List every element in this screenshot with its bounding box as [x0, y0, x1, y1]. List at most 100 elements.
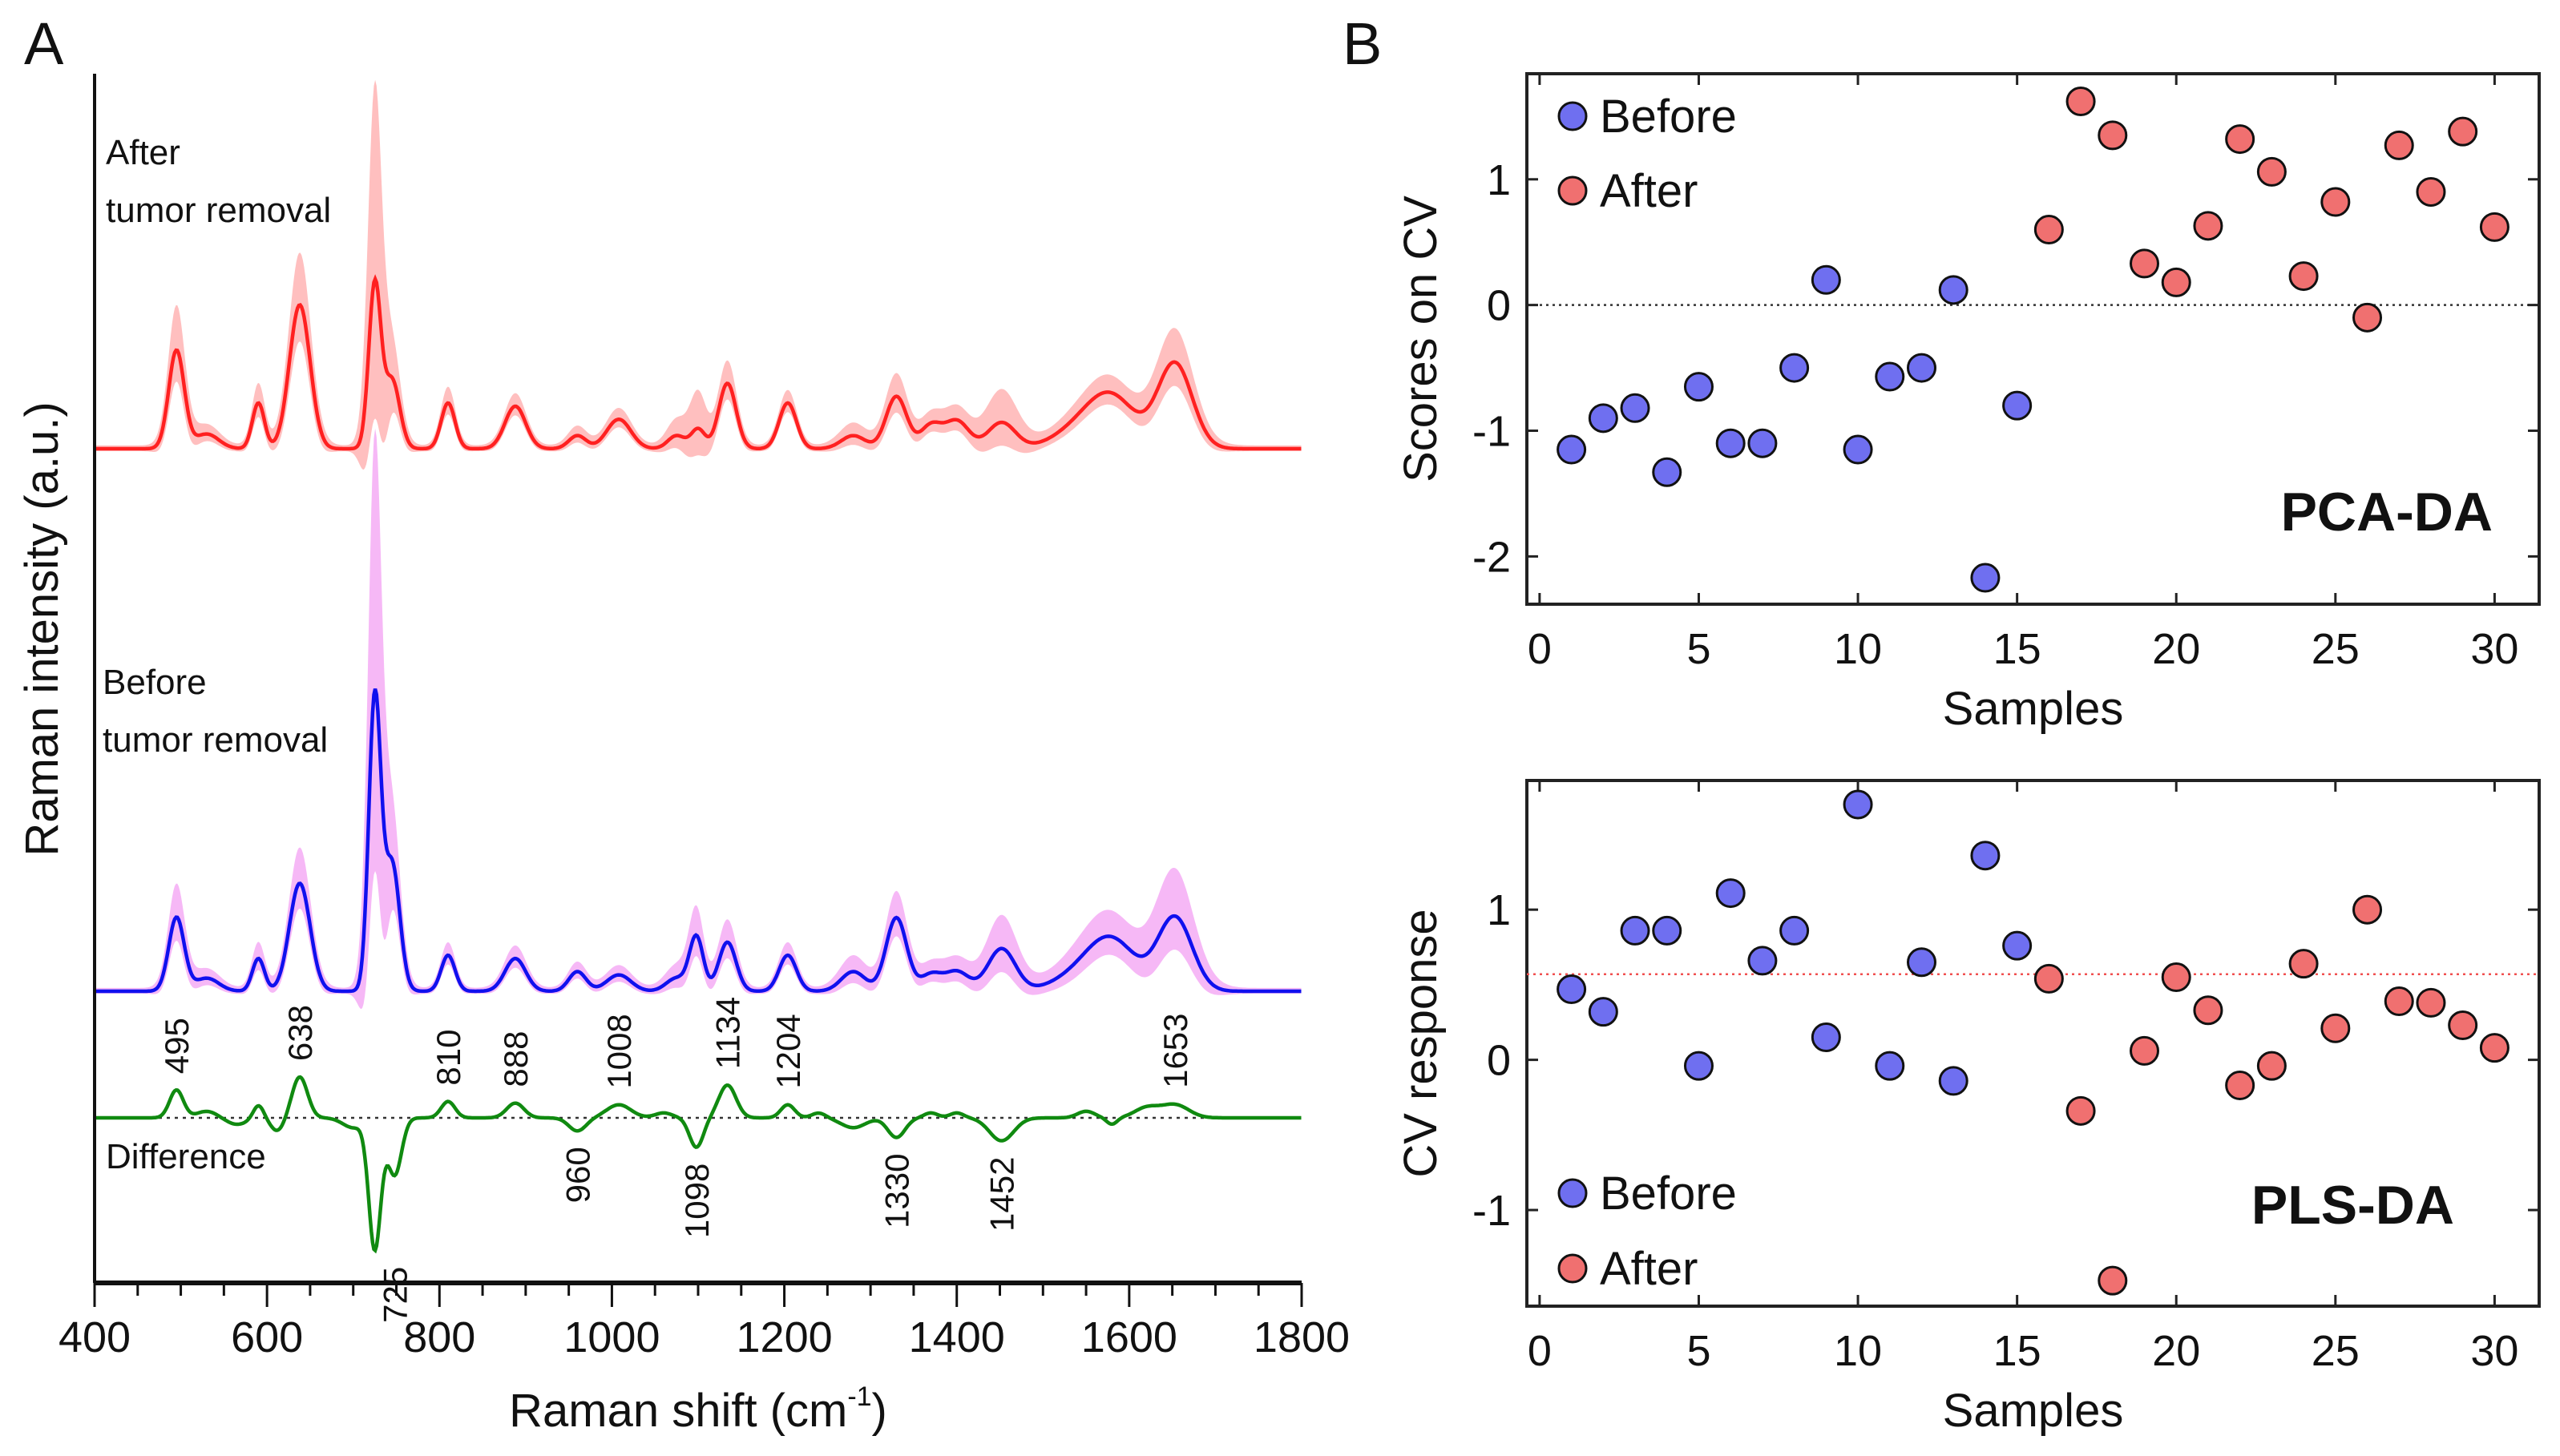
point-before-15 — [2002, 390, 2033, 421]
y-axis-title: Raman intensity (a.u.) — [16, 401, 68, 856]
point-before-13 — [1938, 1066, 1968, 1096]
x-tick-label: 15 — [1993, 1327, 2041, 1375]
x-axis-title-close: ) — [872, 1385, 887, 1437]
spectrum-line-before-tumor-removal — [95, 688, 1302, 994]
pca-da-plot: 0 5 10 15 20 25 30 -2 -1 0 1 Before After PCA-DA Sampl… — [1395, 72, 2541, 735]
x-tick-label: 400 — [59, 1313, 131, 1361]
point-before-9 — [1811, 1022, 1841, 1053]
x-axis-title-main: Raman shift (cm — [509, 1385, 847, 1437]
point-after-20 — [2161, 267, 2191, 297]
point-after-16 — [2033, 963, 2064, 994]
peak-label-1330: 1330 — [878, 1154, 915, 1228]
spectrum-line-difference — [95, 1075, 1302, 1254]
point-before-4 — [1652, 915, 1682, 946]
panel-label-b: B — [1343, 10, 1382, 77]
y-tick-label: 0 — [1487, 282, 1511, 330]
x-tick-label: 800 — [403, 1313, 475, 1361]
point-after-19 — [2130, 248, 2160, 279]
point-after-21 — [2193, 995, 2223, 1026]
peak-label-1452: 1452 — [983, 1157, 1021, 1232]
point-after-25 — [2320, 1013, 2351, 1043]
point-after-28 — [2416, 176, 2446, 207]
x-tick-label: 20 — [2152, 625, 2200, 673]
point-after-26 — [2352, 894, 2383, 925]
point-before-5 — [1683, 372, 1714, 402]
point-after-17 — [2065, 1095, 2096, 1126]
x-axis-title-superscript: -1 — [847, 1381, 871, 1412]
x-tick-label: 1000 — [563, 1313, 660, 1361]
legend-marker-after — [1557, 175, 1588, 206]
point-before-12 — [1906, 947, 1936, 978]
point-before-11 — [1875, 1051, 1905, 1081]
peak-label-1204: 1204 — [769, 1014, 807, 1088]
y-tick-label: -2 — [1472, 533, 1511, 581]
peak-label-1134: 1134 — [709, 997, 747, 1069]
point-after-23 — [2256, 156, 2287, 187]
point-after-20 — [2161, 962, 2191, 993]
y-tick-label: 1 — [1487, 886, 1511, 934]
x-tick-label: 25 — [2312, 1327, 2360, 1375]
y-axis-title: CV response — [1395, 909, 1447, 1177]
x-tick-label: 0 — [1528, 1327, 1552, 1375]
x-tick-label: 15 — [1993, 625, 2041, 673]
point-after-25 — [2320, 187, 2351, 217]
point-before-3 — [1620, 393, 1650, 423]
x-tick-label: 1400 — [909, 1313, 1005, 1361]
peak-label-1653: 1653 — [1157, 1013, 1194, 1087]
y-tick-label: 1 — [1487, 156, 1511, 204]
point-after-22 — [2225, 124, 2255, 155]
point-after-29 — [2448, 116, 2478, 147]
point-after-24 — [2288, 261, 2319, 292]
point-after-16 — [2033, 215, 2064, 245]
point-before-8 — [1779, 353, 1810, 383]
x-tick-label: 0 — [1528, 625, 1552, 673]
x-axis-title: Samples — [1943, 683, 2124, 735]
point-before-4 — [1652, 457, 1682, 487]
point-after-28 — [2416, 987, 2446, 1018]
peak-label-810: 810 — [430, 1030, 467, 1086]
raman-spectra-panel: After tumor removal Before tumor removal Dif… — [16, 74, 1350, 1437]
point-before-1 — [1557, 974, 1587, 1005]
panel-label-a: A — [24, 10, 64, 77]
x-tick-label: 20 — [2152, 1327, 2200, 1375]
spectrum-label: After — [106, 133, 180, 172]
point-before-7 — [1747, 428, 1778, 458]
point-before-6 — [1715, 428, 1746, 458]
legend-marker-before — [1557, 1178, 1588, 1208]
peak-label-960: 960 — [559, 1147, 596, 1203]
pls-da-plot: 0 5 10 15 20 25 30 -1 0 1 Before After PLS-DA Samples… — [1395, 779, 2541, 1437]
x-tick-label: 25 — [2312, 625, 2360, 673]
point-after-29 — [2448, 1010, 2478, 1041]
point-before-11 — [1875, 361, 1905, 392]
x-axis-title: Samples — [1943, 1385, 2124, 1437]
x-tick-label: 5 — [1686, 1327, 1710, 1375]
legend-label-before: Before — [1600, 91, 1737, 143]
x-tick-label: 1800 — [1254, 1313, 1350, 1361]
y-tick-label: 0 — [1487, 1037, 1511, 1085]
legend-label-after: After — [1600, 165, 1698, 217]
point-after-27 — [2384, 986, 2414, 1017]
point-before-10 — [1843, 434, 1873, 465]
spectrum-line-after-tumor-removal — [95, 274, 1302, 451]
point-before-15 — [2002, 930, 2033, 961]
point-after-24 — [2288, 949, 2319, 979]
x-tick-label: 1200 — [737, 1313, 833, 1361]
point-before-2 — [1588, 403, 1618, 434]
point-before-7 — [1747, 946, 1778, 976]
method-label: PCA-DA — [2281, 482, 2493, 542]
y-tick-label: -1 — [1472, 408, 1511, 456]
legend-marker-after — [1557, 1253, 1588, 1284]
point-before-6 — [1715, 878, 1746, 909]
x-tick-label: 1600 — [1081, 1313, 1177, 1361]
method-label: PLS-DA — [2251, 1175, 2454, 1236]
legend-marker-before — [1557, 101, 1588, 131]
point-after-18 — [2098, 1265, 2128, 1296]
spectrum-label: Before — [103, 663, 207, 702]
point-after-18 — [2098, 120, 2128, 151]
point-before-14 — [1970, 563, 2001, 593]
x-tick-label: 5 — [1686, 625, 1710, 673]
peak-label-1008: 1008 — [600, 1014, 638, 1088]
plot-frame — [1525, 779, 2541, 1308]
point-before-2 — [1588, 997, 1618, 1027]
